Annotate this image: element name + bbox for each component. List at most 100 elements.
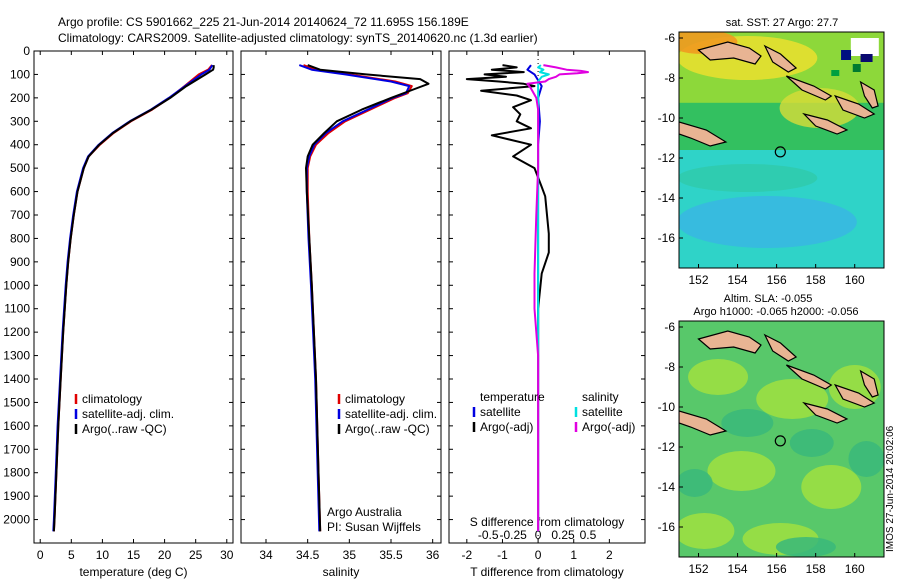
sst-mid-patch bbox=[679, 164, 818, 192]
y-tick-label: -10 bbox=[658, 400, 676, 414]
y-tick-label: -10 bbox=[658, 111, 676, 125]
plot-frame bbox=[448, 50, 646, 544]
y-tick-label: -12 bbox=[658, 151, 676, 165]
island-shape bbox=[859, 80, 879, 109]
island-shape bbox=[763, 333, 798, 362]
x-tick-label: 158 bbox=[806, 562, 826, 576]
sst-cool-patch bbox=[679, 196, 857, 248]
y-tick-label: 800 bbox=[10, 231, 30, 245]
sla-low-patch bbox=[848, 441, 884, 477]
y-tick-label: 900 bbox=[10, 255, 30, 269]
annotation-institution: Argo Australia bbox=[327, 505, 402, 519]
sla-low-patch bbox=[775, 537, 836, 557]
salinity-panel: 34 34.5 35 35.5 36 salinity climatologysatelli… bbox=[240, 50, 442, 579]
sla-high-patch bbox=[801, 465, 862, 509]
series-line-s-argo--adj- bbox=[526, 64, 589, 532]
x-tick-label: 10 bbox=[96, 548, 110, 562]
x-tick-label: 30 bbox=[220, 548, 234, 562]
y-tick-label: -6 bbox=[664, 31, 675, 45]
x-tick-label: 0 bbox=[37, 548, 44, 562]
y-tick-label: 200 bbox=[10, 91, 30, 105]
legend-label: satellite bbox=[582, 405, 623, 419]
sla-high-patch bbox=[707, 451, 776, 491]
legend-title-salinity: salinity bbox=[582, 390, 619, 404]
island-shape bbox=[785, 75, 833, 101]
x-tick-label: 35 bbox=[343, 548, 357, 562]
sla-low-patch bbox=[789, 429, 834, 457]
series-line-s-satellite bbox=[537, 64, 550, 532]
legend-label: satellite-adj. clim. bbox=[345, 407, 437, 421]
island-shape bbox=[833, 383, 876, 408]
y-tick-label: -14 bbox=[658, 191, 676, 205]
y-tick-label: 1100 bbox=[4, 302, 30, 316]
x-tick-label: 156 bbox=[767, 562, 787, 576]
x-tick-label: 0 bbox=[535, 548, 542, 562]
x-tick-label: 15 bbox=[127, 548, 141, 562]
x-tick-label: 5 bbox=[68, 548, 75, 562]
y-tick-label: -6 bbox=[664, 320, 675, 334]
island-shape bbox=[763, 44, 798, 73]
island-shape bbox=[697, 330, 762, 354]
sla-map-panel: 152 154 156 158 160 -6 -8 -10 -12 -14 -16 Altim. SL… bbox=[658, 293, 885, 576]
legend-label: satellite bbox=[480, 405, 521, 419]
x-tick-label: 160 bbox=[845, 562, 865, 576]
x-tick-label: 156 bbox=[767, 273, 787, 287]
sla-low-patch bbox=[679, 469, 713, 497]
x-tick-label: 34 bbox=[259, 548, 273, 562]
map-frame bbox=[678, 31, 885, 269]
legend-label: satellite-adj. clim. bbox=[82, 407, 174, 421]
island-shape bbox=[802, 112, 849, 135]
legend-label: Argo(..raw -QC) bbox=[345, 422, 430, 436]
sst-map-panel: 152 154 156 158 160 -6 -8 -10 -12 -14 -16 sat. SST:… bbox=[658, 17, 885, 287]
y-tick-label: -14 bbox=[658, 480, 676, 494]
map-field bbox=[679, 32, 884, 268]
x-tick-label: 34.5 bbox=[296, 548, 320, 562]
y-tick-label: -16 bbox=[658, 520, 676, 534]
y-tick-label: 1800 bbox=[3, 466, 30, 480]
series-line-t-argo--adj- bbox=[465, 64, 550, 532]
difference-panel: -2 -1 0 1 2 -0.5 -0.25 0 0.25 0.5S difference fro… bbox=[448, 50, 646, 579]
temperature-panel: 0100200300400500600700800900100011001200… bbox=[3, 44, 233, 579]
island-shape bbox=[679, 121, 728, 147]
map-title: Altim. SLA: -0.055 bbox=[724, 293, 813, 305]
y-tick-label: 2000 bbox=[3, 513, 30, 527]
y-tick-label: 700 bbox=[10, 208, 30, 222]
island-shape bbox=[785, 364, 833, 390]
map-field bbox=[679, 321, 884, 557]
y-tick-label: 1300 bbox=[3, 349, 30, 363]
y-tick-label: 1500 bbox=[3, 395, 30, 409]
x-tick-label: 160 bbox=[845, 273, 865, 287]
y-tick-label: 1600 bbox=[3, 419, 30, 433]
x-tick-label: -2 bbox=[461, 548, 472, 562]
series-line-argo---raw--qc- bbox=[305, 64, 430, 532]
y-tick-label: 600 bbox=[10, 185, 30, 199]
y-tick-label: -16 bbox=[658, 231, 676, 245]
s-tick-label: 0.5 bbox=[580, 528, 597, 542]
plot-frame bbox=[240, 50, 442, 544]
map-frame bbox=[678, 320, 885, 558]
side-stamp: IMOS 27-Jun-2014 20:02:06 bbox=[885, 425, 896, 552]
x-tick-label: 152 bbox=[689, 562, 709, 576]
sla-high-patch bbox=[688, 359, 749, 395]
s-tick-label: -0.25 bbox=[499, 528, 527, 542]
x-tick-label: 20 bbox=[158, 548, 172, 562]
legend-title-temperature: temperature bbox=[480, 390, 545, 404]
plot-frame bbox=[33, 50, 234, 544]
y-tick-label: 400 bbox=[10, 138, 30, 152]
x-tick-label: 154 bbox=[728, 562, 748, 576]
y-tick-label: 1900 bbox=[3, 489, 30, 503]
header-line-1: Argo profile: CS 5901662_225 21-Jun-2014… bbox=[58, 15, 469, 29]
header-line-2: Climatology: CARS2009. Satellite-adjuste… bbox=[58, 31, 538, 45]
map-title: sat. SST: 27 Argo: 27.7 bbox=[726, 17, 839, 29]
y-tick-label: -8 bbox=[664, 360, 675, 374]
island-shape bbox=[859, 369, 879, 398]
y-tick-label: -8 bbox=[664, 71, 675, 85]
sla-low-patch bbox=[721, 409, 774, 437]
x-tick-label: 1 bbox=[570, 548, 577, 562]
x-tick-label: 154 bbox=[728, 273, 748, 287]
sst-cloud-pixel bbox=[831, 70, 840, 76]
y-tick-label: 500 bbox=[10, 161, 30, 175]
x-axis-label: salinity bbox=[323, 565, 360, 579]
sst-cloud-pixel bbox=[852, 64, 861, 72]
legend-label: Argo(-adj) bbox=[480, 420, 533, 434]
